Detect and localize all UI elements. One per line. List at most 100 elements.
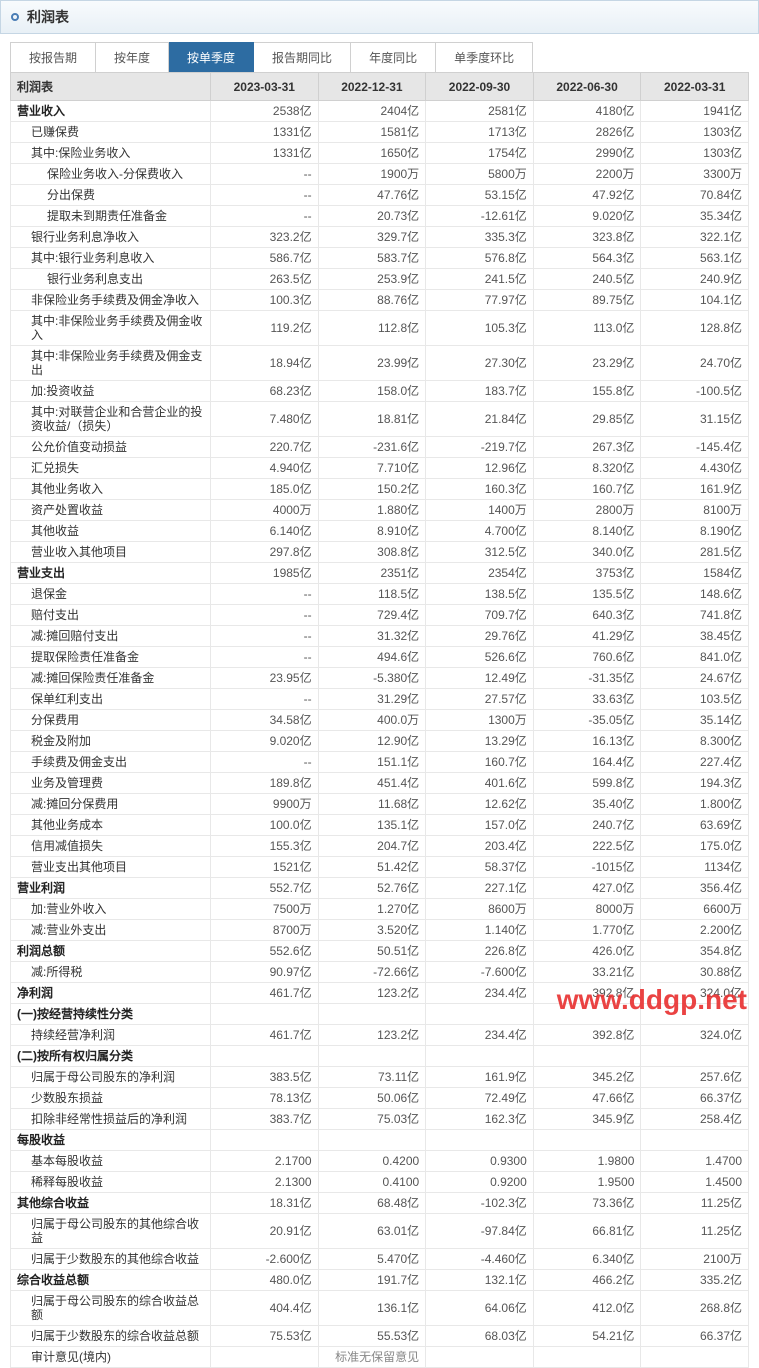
tab-3[interactable]: 报告期同比 bbox=[254, 42, 351, 72]
table-row: 保单红利支出--31.29亿27.57亿33.63亿103.5亿 bbox=[11, 689, 749, 710]
cell: 552.7亿 bbox=[211, 878, 319, 899]
table-row: 归属于母公司股东的综合收益总额404.4亿136.1亿64.06亿412.0亿2… bbox=[11, 1291, 749, 1326]
cell: 7.480亿 bbox=[211, 402, 319, 437]
cell: 1303亿 bbox=[641, 122, 749, 143]
col-head-1: 2022-12-31 bbox=[318, 73, 426, 101]
cell: 5800万 bbox=[426, 164, 534, 185]
cell: 564.3亿 bbox=[533, 248, 641, 269]
cell: 0.9200 bbox=[426, 1172, 534, 1193]
cell: 240.5亿 bbox=[533, 269, 641, 290]
row-label: 提取保险责任准备金 bbox=[11, 647, 211, 668]
cell: -2.600亿 bbox=[211, 1249, 319, 1270]
cell: 157.0亿 bbox=[426, 815, 534, 836]
cell: 400.0万 bbox=[318, 710, 426, 731]
cell: 2800万 bbox=[533, 500, 641, 521]
row-label: 减:摊回分保费用 bbox=[11, 794, 211, 815]
cell: 203.4亿 bbox=[426, 836, 534, 857]
cell: 729.4亿 bbox=[318, 605, 426, 626]
cell: 150.2亿 bbox=[318, 479, 426, 500]
cell: 451.4亿 bbox=[318, 773, 426, 794]
cell: 90.97亿 bbox=[211, 962, 319, 983]
cell bbox=[426, 1004, 534, 1025]
row-label: 营业收入其他项目 bbox=[11, 542, 211, 563]
cell: -102.3亿 bbox=[426, 1193, 534, 1214]
table-row: 归属于母公司股东的其他综合收益20.91亿63.01亿-97.84亿66.81亿… bbox=[11, 1214, 749, 1249]
cell: 11.25亿 bbox=[641, 1214, 749, 1249]
cell: 88.76亿 bbox=[318, 290, 426, 311]
row-label: 减:摊回赔付支出 bbox=[11, 626, 211, 647]
cell: 7.710亿 bbox=[318, 458, 426, 479]
cell: 267.3亿 bbox=[533, 437, 641, 458]
row-label: 赔付支出 bbox=[11, 605, 211, 626]
cell: 345.2亿 bbox=[533, 1067, 641, 1088]
cell: 11.25亿 bbox=[641, 1193, 749, 1214]
cell: -145.4亿 bbox=[641, 437, 749, 458]
table-row: 分出保费--47.76亿53.15亿47.92亿70.84亿 bbox=[11, 185, 749, 206]
cell: -72.66亿 bbox=[318, 962, 426, 983]
tab-0[interactable]: 按报告期 bbox=[10, 42, 96, 72]
row-label: (二)按所有权归属分类 bbox=[11, 1046, 211, 1067]
cell: 112.8亿 bbox=[318, 311, 426, 346]
cell: 322.1亿 bbox=[641, 227, 749, 248]
cell: 160.7亿 bbox=[426, 752, 534, 773]
row-label: 减:摊回保险责任准备金 bbox=[11, 668, 211, 689]
cell: 148.6亿 bbox=[641, 584, 749, 605]
cell: 47.76亿 bbox=[318, 185, 426, 206]
cell: 78.13亿 bbox=[211, 1088, 319, 1109]
table-row: 归属于少数股东的其他综合收益-2.600亿5.470亿-4.460亿6.340亿… bbox=[11, 1249, 749, 1270]
cell: 105.3亿 bbox=[426, 311, 534, 346]
cell: 161.9亿 bbox=[641, 479, 749, 500]
tab-1[interactable]: 按年度 bbox=[96, 42, 169, 72]
cell: 103.5亿 bbox=[641, 689, 749, 710]
cell: 340.0亿 bbox=[533, 542, 641, 563]
cell: 6600万 bbox=[641, 899, 749, 920]
cell: 227.4亿 bbox=[641, 752, 749, 773]
table-row: 其中:非保险业务手续费及佣金支出18.94亿23.99亿27.30亿23.29亿… bbox=[11, 346, 749, 381]
cell: 155.3亿 bbox=[211, 836, 319, 857]
cell: 34.58亿 bbox=[211, 710, 319, 731]
cell: 158.0亿 bbox=[318, 381, 426, 402]
row-label: 分保费用 bbox=[11, 710, 211, 731]
cell: 11.68亿 bbox=[318, 794, 426, 815]
cell: 586.7亿 bbox=[211, 248, 319, 269]
cell: 155.8亿 bbox=[533, 381, 641, 402]
tab-strip: 按报告期按年度按单季度报告期同比年度同比单季度环比 bbox=[0, 34, 759, 72]
cell: 1521亿 bbox=[211, 857, 319, 878]
cell: 183.7亿 bbox=[426, 381, 534, 402]
row-label: 资产处置收益 bbox=[11, 500, 211, 521]
cell: 12.49亿 bbox=[426, 668, 534, 689]
cell: 2100万 bbox=[641, 1249, 749, 1270]
cell: 33.63亿 bbox=[533, 689, 641, 710]
tab-2[interactable]: 按单季度 bbox=[169, 42, 254, 72]
cell: 258.4亿 bbox=[641, 1109, 749, 1130]
cell: 1650亿 bbox=[318, 143, 426, 164]
row-label: 加:营业外收入 bbox=[11, 899, 211, 920]
row-label: 信用减值损失 bbox=[11, 836, 211, 857]
cell: 257.6亿 bbox=[641, 1067, 749, 1088]
cell: 160.7亿 bbox=[533, 479, 641, 500]
cell: 329.7亿 bbox=[318, 227, 426, 248]
table-container: 利润表2023-03-312022-12-312022-09-302022-06… bbox=[0, 72, 759, 1368]
table-row: 加:投资收益68.23亿158.0亿183.7亿155.8亿-100.5亿 bbox=[11, 381, 749, 402]
tab-5[interactable]: 单季度环比 bbox=[436, 42, 533, 72]
cell: 354.8亿 bbox=[641, 941, 749, 962]
row-label: 退保金 bbox=[11, 584, 211, 605]
table-row: 营业收入其他项目297.8亿308.8亿312.5亿340.0亿281.5亿 bbox=[11, 542, 749, 563]
cell: 194.3亿 bbox=[641, 773, 749, 794]
cell: 427.0亿 bbox=[533, 878, 641, 899]
row-label: 手续费及佣金支出 bbox=[11, 752, 211, 773]
cell: -231.6亿 bbox=[318, 437, 426, 458]
cell: 841.0亿 bbox=[641, 647, 749, 668]
cell: 1400万 bbox=[426, 500, 534, 521]
cell: 136.1亿 bbox=[318, 1291, 426, 1326]
row-label: 减:营业外支出 bbox=[11, 920, 211, 941]
cell: -97.84亿 bbox=[426, 1214, 534, 1249]
cell: 75.53亿 bbox=[211, 1326, 319, 1347]
row-label: 分出保费 bbox=[11, 185, 211, 206]
col-head-label: 利润表 bbox=[11, 73, 211, 101]
cell: 72.49亿 bbox=[426, 1088, 534, 1109]
cell: 47.92亿 bbox=[533, 185, 641, 206]
cell: 526.6亿 bbox=[426, 647, 534, 668]
tab-4[interactable]: 年度同比 bbox=[351, 42, 436, 72]
table-row: 手续费及佣金支出--151.1亿160.7亿164.4亿227.4亿 bbox=[11, 752, 749, 773]
